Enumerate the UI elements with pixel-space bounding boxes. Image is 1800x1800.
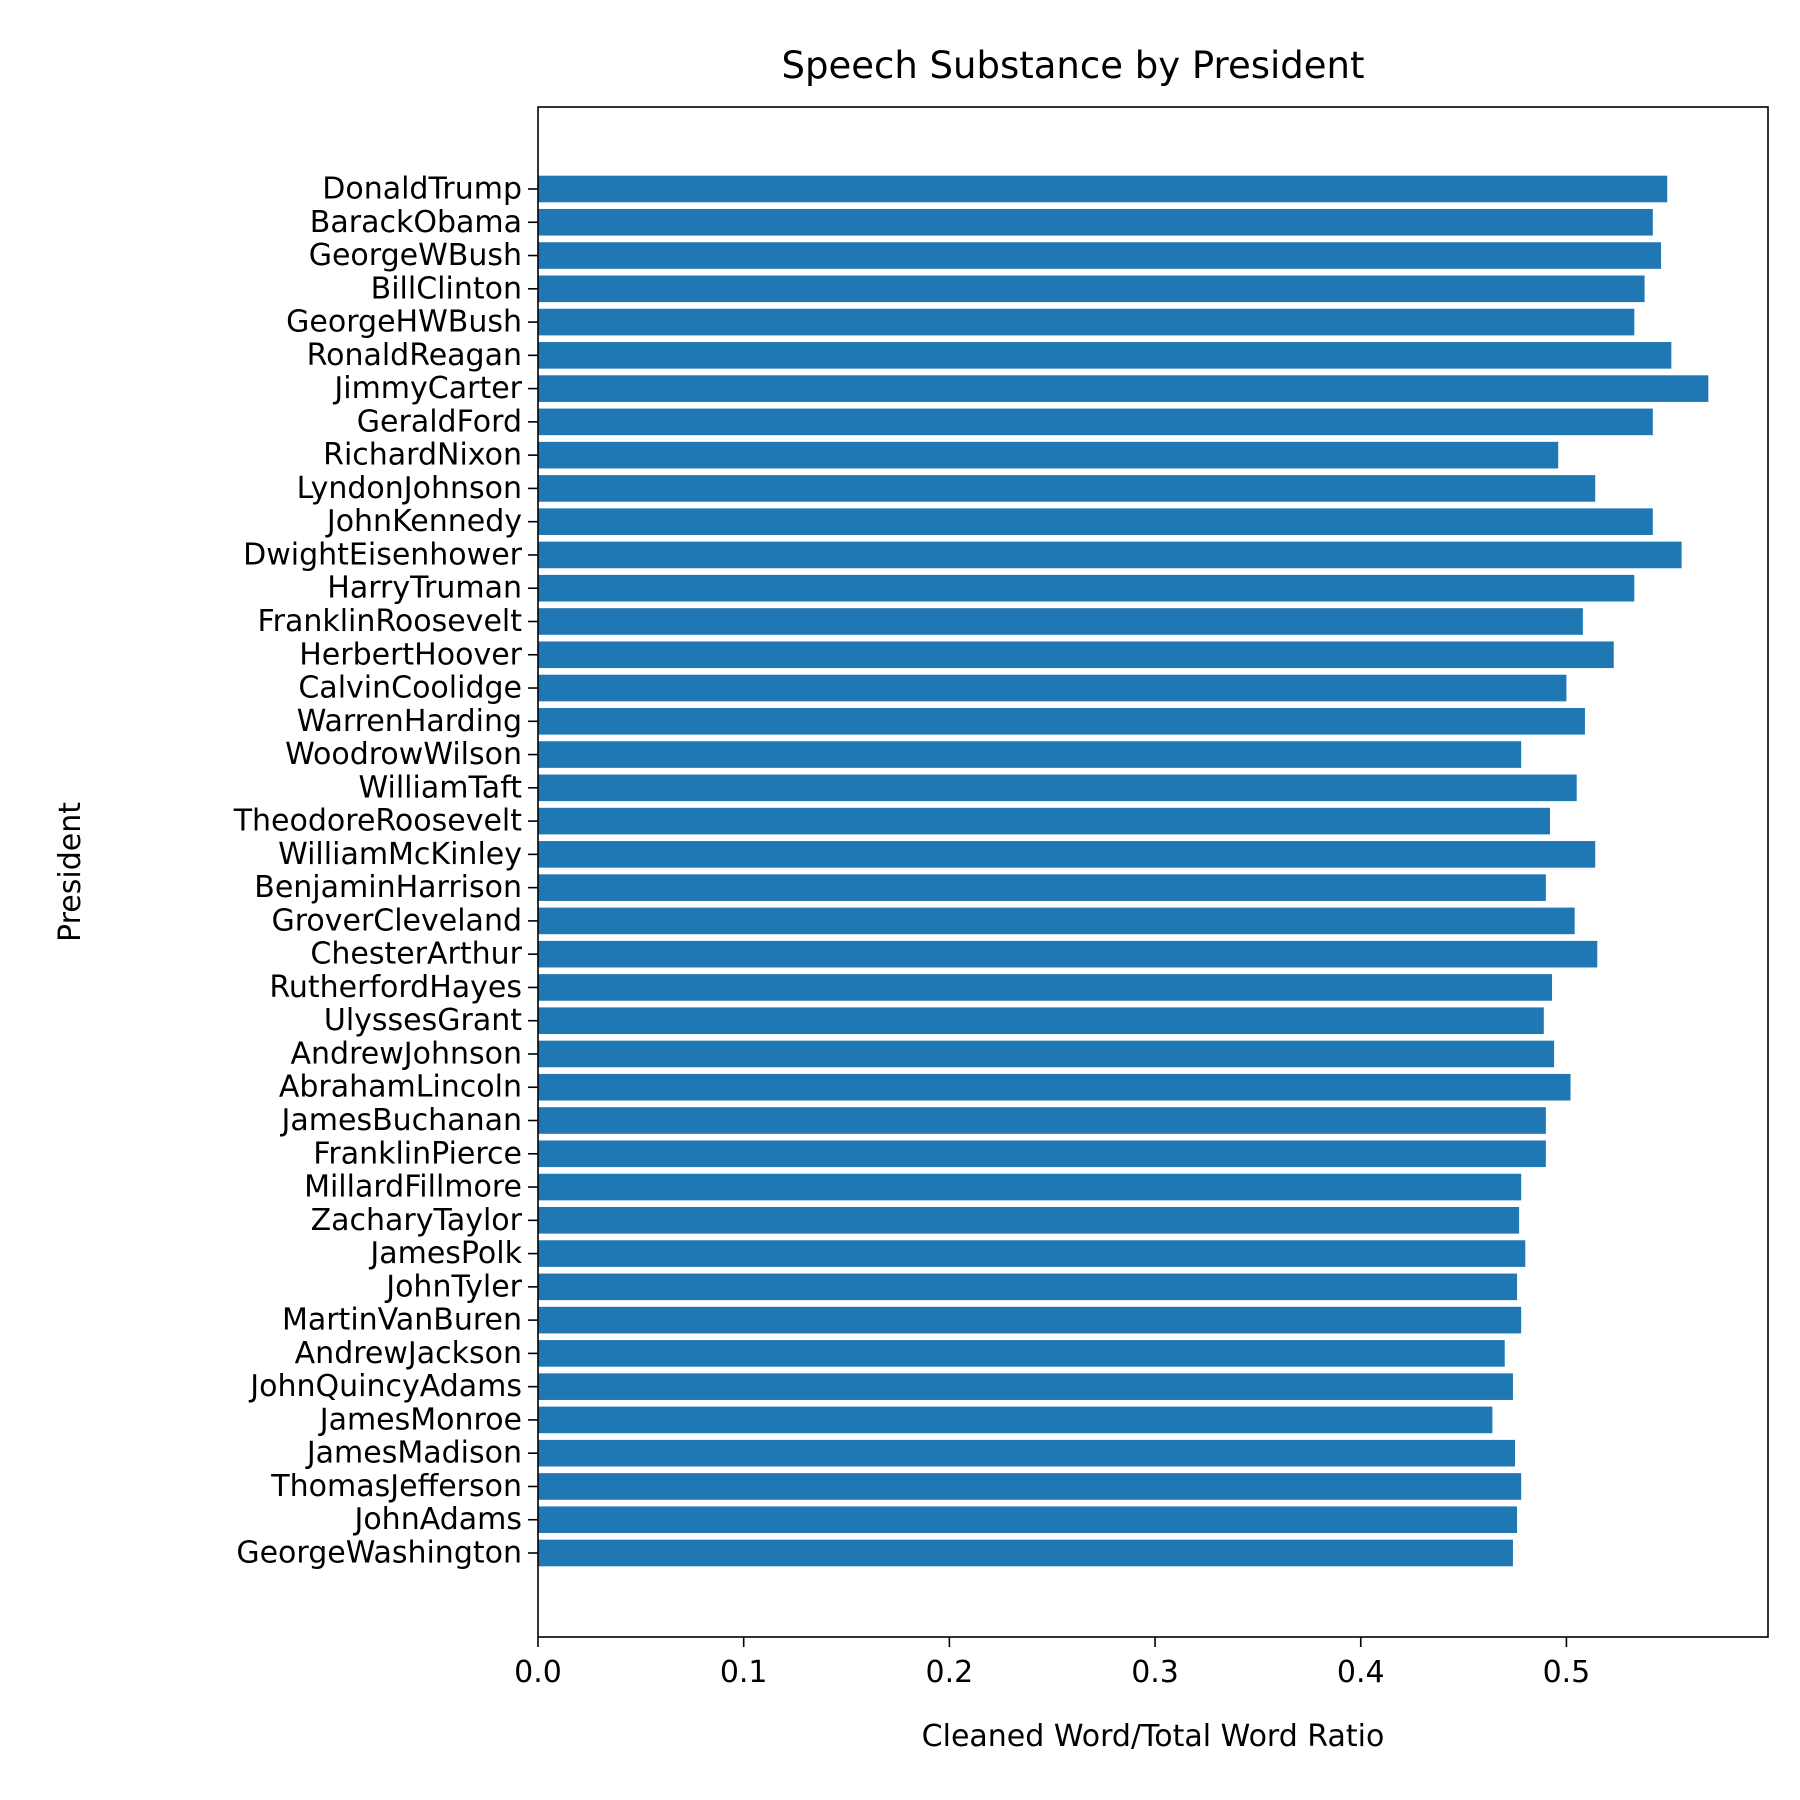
bar-AndrewJackson	[538, 1340, 1505, 1367]
bar-RonaldReagan	[538, 342, 1672, 369]
y-tick-label: JamesBuchanan	[280, 1103, 522, 1138]
y-tick-label: JamesMonroe	[318, 1402, 522, 1437]
bar-RichardNixon	[538, 441, 1559, 469]
y-tick-label: GeorgeWashington	[236, 1536, 522, 1571]
y-tick-label: DonaldTrump	[322, 172, 522, 207]
y-tick-label: DwightEisenhower	[243, 537, 523, 572]
bar-HerbertHoover	[538, 641, 1614, 669]
y-tick-label: GroverCleveland	[271, 903, 522, 938]
bar-BarackObama	[538, 208, 1653, 236]
plot-frame	[537, 106, 1769, 1638]
bar-BenjaminHarrison	[538, 874, 1546, 901]
y-tick-label: AbrahamLincoln	[279, 1070, 522, 1105]
y-tick-label: HarryTruman	[327, 571, 522, 606]
y-axis-ticks: DonaldTrumpBarackObamaGeorgeWBushBillCli…	[233, 172, 538, 1571]
y-tick-label: JohnKennedy	[325, 504, 522, 539]
bar-WarrenHarding	[538, 707, 1585, 735]
y-tick-label: WoodrowWilson	[285, 737, 522, 772]
bar-ThomasJefferson	[538, 1473, 1522, 1500]
y-tick-label: JimmyCarter	[332, 371, 522, 406]
y-axis-label: President	[53, 802, 88, 942]
y-tick-label: GeorgeWBush	[309, 238, 522, 273]
y-tick-label: CalvinCoolidge	[298, 671, 522, 706]
bar-WilliamMcKinley	[538, 841, 1596, 868]
x-axis-ticks: 0.0 0.1 0.2 0.3 0.4 0.5	[514, 1637, 1590, 1690]
x-tick-label: 0.1	[720, 1655, 768, 1690]
bar-AbrahamLincoln	[538, 1073, 1571, 1101]
bar-UlyssesGrant	[538, 1007, 1544, 1035]
x-tick-label: 0.4	[1337, 1655, 1385, 1690]
y-tick-label: AndrewJohnson	[291, 1036, 522, 1071]
y-tick-label: WarrenHarding	[297, 704, 522, 739]
y-tick-label: GeraldFord	[357, 404, 522, 439]
bar-GeorgeWBush	[538, 242, 1662, 269]
x-tick-label: 0.0	[514, 1655, 562, 1690]
bar-MillardFillmore	[538, 1173, 1522, 1201]
y-tick-label: WilliamTaft	[359, 770, 523, 805]
bar-WoodrowWilson	[538, 741, 1522, 768]
y-tick-label: ThomasJefferson	[270, 1469, 522, 1504]
bar-DonaldTrump	[538, 175, 1668, 203]
bar-GeorgeHWBush	[538, 308, 1635, 336]
y-tick-label: JamesMadison	[305, 1436, 522, 1471]
bar-JamesPolk	[538, 1240, 1526, 1267]
x-tick-label: 0.3	[1131, 1655, 1179, 1690]
bar-GeraldFord	[538, 408, 1653, 436]
bar-JohnAdams	[538, 1506, 1518, 1534]
x-axis-label: Cleaned Word/Total Word Ratio	[922, 1719, 1385, 1754]
bar-JamesMonroe	[538, 1406, 1493, 1434]
y-tick-label: FranklinPierce	[313, 1136, 522, 1171]
bar-FranklinRoosevelt	[538, 608, 1583, 635]
bar-WilliamTaft	[538, 774, 1577, 802]
bar-AndrewJohnson	[538, 1040, 1555, 1068]
y-tick-label: HerbertHoover	[299, 637, 522, 672]
bar-DwightEisenhower	[538, 541, 1682, 569]
y-tick-label: BarackObama	[310, 205, 522, 240]
bar-JimmyCarter	[538, 375, 1709, 402]
y-tick-label: RutherfordHayes	[269, 970, 522, 1005]
y-tick-label: WilliamMcKinley	[278, 837, 522, 872]
y-tick-label: MartinVanBuren	[282, 1303, 522, 1338]
bar-JohnTyler	[538, 1273, 1518, 1301]
bar-BillClinton	[538, 275, 1645, 303]
y-tick-label: ChesterArthur	[310, 937, 522, 972]
y-tick-label: LyndonJohnson	[297, 471, 522, 506]
y-tick-label: JohnQuincyAdams	[248, 1369, 522, 1404]
y-tick-label: BillClinton	[371, 271, 522, 306]
y-tick-label: JohnTyler	[384, 1269, 522, 1304]
y-tick-label: TheodoreRoosevelt	[233, 804, 523, 839]
bar-ChesterArthur	[538, 940, 1598, 968]
x-tick-label: 0.5	[1543, 1655, 1591, 1690]
bar-HarryTruman	[538, 574, 1635, 602]
bar-FranklinPierce	[538, 1140, 1546, 1168]
y-tick-label: JamesPolk	[368, 1236, 522, 1271]
y-tick-label: RichardNixon	[323, 438, 522, 473]
bar-ZacharyTaylor	[538, 1207, 1520, 1234]
bar-LyndonJohnson	[538, 475, 1596, 502]
y-tick-label: JohnAdams	[352, 1502, 522, 1537]
bar-MartinVanBuren	[538, 1306, 1522, 1334]
bar-JamesBuchanan	[538, 1107, 1546, 1134]
y-tick-label: RonaldReagan	[307, 338, 522, 373]
x-tick-label: 0.2	[926, 1655, 974, 1690]
y-tick-label: MillardFillmore	[304, 1170, 522, 1205]
bar-JohnQuincyAdams	[538, 1373, 1513, 1400]
y-tick-label: GeorgeHWBush	[286, 305, 522, 340]
chart-title: Speech Substance by President	[782, 44, 1365, 87]
bar-GroverCleveland	[538, 907, 1575, 935]
y-tick-label: AndrewJackson	[295, 1336, 522, 1371]
bar-TheodoreRoosevelt	[538, 807, 1550, 835]
bar-JohnKennedy	[538, 508, 1653, 535]
y-tick-label: UlyssesGrant	[324, 1003, 522, 1038]
y-tick-label: ZacharyTaylor	[311, 1203, 523, 1238]
y-tick-label: FranklinRoosevelt	[258, 604, 523, 639]
bars-group	[538, 175, 1709, 1567]
bar-RutherfordHayes	[538, 974, 1553, 1001]
bar-CalvinCoolidge	[538, 674, 1567, 702]
bar-GeorgeWashington	[538, 1539, 1513, 1567]
y-tick-label: BenjaminHarrison	[254, 870, 522, 905]
bar-JamesMadison	[538, 1439, 1516, 1467]
